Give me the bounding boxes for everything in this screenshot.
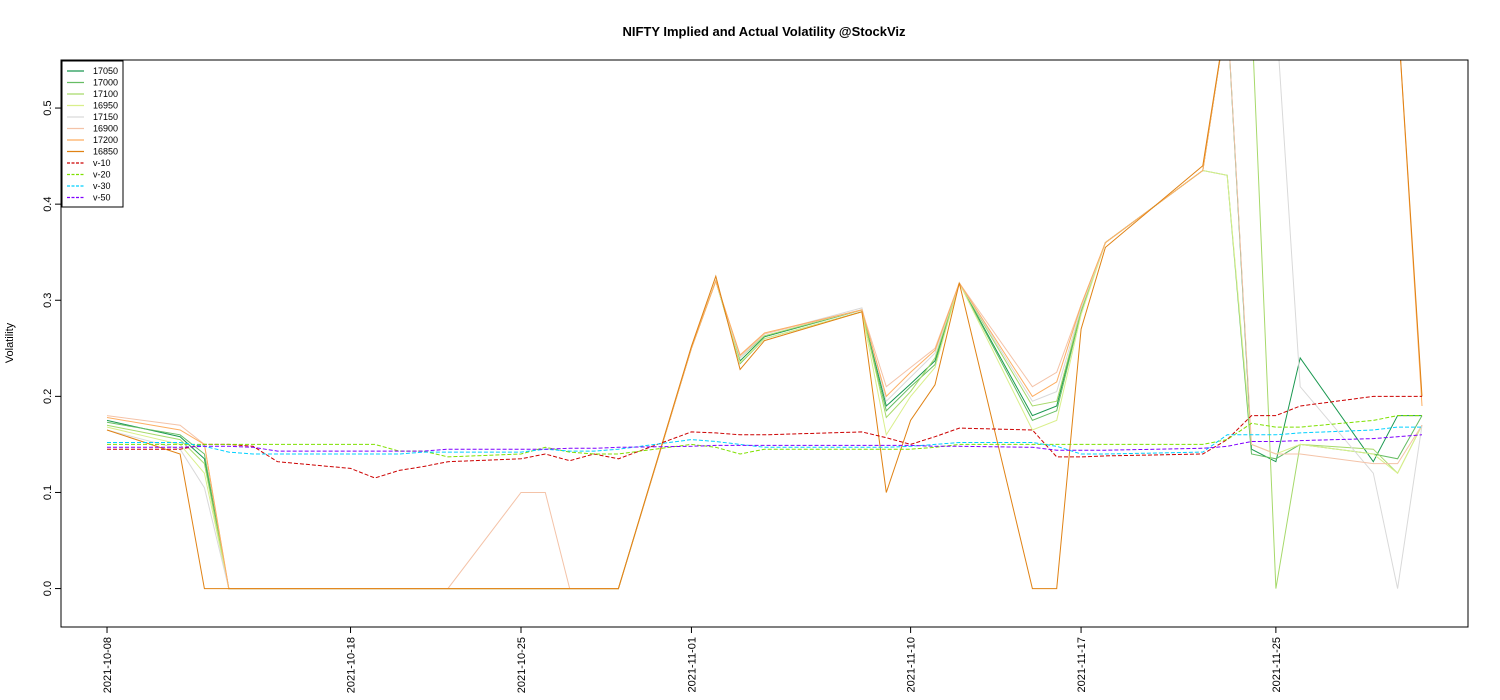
legend-label: 16900 xyxy=(93,124,118,134)
legend-box xyxy=(61,60,124,208)
series-line-17150 xyxy=(106,60,1423,590)
chart-title: NIFTY Implied and Actual Volatility @Sto… xyxy=(622,24,906,39)
legend-label: 16950 xyxy=(93,101,118,111)
x-tick-label: 2021-11-01 xyxy=(686,637,698,692)
x-tick-label: 2021-10-25 xyxy=(516,637,528,693)
y-axis: 0.0 0.1 0.2 0.3 0.4 0.5 xyxy=(42,100,61,596)
series-line-17200 xyxy=(106,60,1423,590)
y-tick-label: 0.5 xyxy=(42,100,54,115)
y-axis-label: Volatility xyxy=(4,322,16,363)
series-line-v-10 xyxy=(107,395,1422,479)
y-tick-label: 0.1 xyxy=(42,485,54,500)
x-tick-label: 2021-11-10 xyxy=(906,637,918,692)
legend-label: 17200 xyxy=(93,135,118,145)
plot-frame xyxy=(60,59,1469,628)
y-tick-label: 0.2 xyxy=(42,389,54,404)
legend-label: v-30 xyxy=(93,181,111,191)
series-lines xyxy=(106,60,1423,590)
legend-label: 17150 xyxy=(93,112,118,122)
series-line-16950 xyxy=(106,169,1423,590)
series-line-v-20 xyxy=(107,415,1422,458)
y-tick-label: 0.3 xyxy=(42,293,54,308)
x-tick-label: 2021-10-08 xyxy=(102,637,114,693)
series-line-17100 xyxy=(106,60,1423,590)
legend-label: 17050 xyxy=(93,66,118,76)
y-tick-label: 0.0 xyxy=(42,581,54,596)
legend-label: 16850 xyxy=(93,147,118,157)
x-tick-label: 2021-11-17 xyxy=(1076,637,1088,692)
series-line-16850 xyxy=(106,60,1423,590)
legend-label: 17100 xyxy=(93,89,118,99)
legend-label: v-10 xyxy=(93,158,111,168)
x-tick-label: 2021-10-18 xyxy=(346,637,358,693)
series-line-17050 xyxy=(106,60,1422,590)
series-line-17000 xyxy=(106,169,1423,590)
x-tick-label: 2021-11-25 xyxy=(1271,637,1283,692)
legend-label: v-50 xyxy=(93,193,111,203)
legend-label: v-20 xyxy=(93,170,111,180)
series-line-v-30 xyxy=(107,426,1422,455)
series-line-v-50 xyxy=(107,434,1423,452)
y-tick-label: 0.4 xyxy=(42,197,54,212)
x-axis: 2021-10-08 2021-10-18 2021-10-25 2021-11-01… xyxy=(102,627,1283,693)
legend-label: 17000 xyxy=(93,78,118,88)
series-line-16900 xyxy=(106,60,1423,590)
